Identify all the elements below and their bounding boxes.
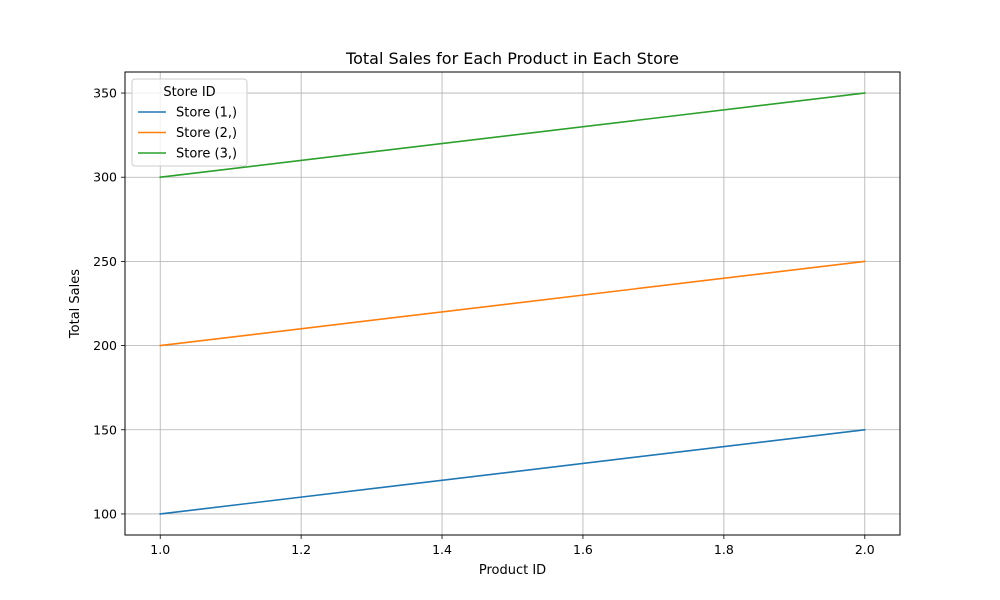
y-tick-label: 300 <box>93 170 117 185</box>
x-tick-label: 1.6 <box>573 542 593 557</box>
x-tick-label: 2.0 <box>855 542 875 557</box>
series-lines <box>159 92 866 515</box>
x-tick-label: 1.8 <box>714 542 734 557</box>
grid <box>125 72 900 535</box>
legend: Store ID Store (1,) Store (2,) Store (3,) <box>131 78 248 167</box>
legend-entries: Store (1,) Store (2,) Store (3,) <box>138 106 237 162</box>
y-axis-label: Total Sales <box>68 269 83 339</box>
series-line-3 <box>159 92 866 179</box>
x-tick-label: 1.0 <box>150 542 170 557</box>
y-tick-label: 250 <box>93 254 117 269</box>
legend-label-1: Store (1,) <box>176 106 237 121</box>
chart-title: Total Sales for Each Product in Each Sto… <box>345 49 679 68</box>
legend-box <box>131 78 248 167</box>
y-tick-label: 200 <box>93 338 117 353</box>
plot-area-frame <box>124 71 901 536</box>
legend-label-2: Store (2,) <box>176 126 237 141</box>
x-tick-label: 1.4 <box>432 542 452 557</box>
series-line-1 <box>159 428 866 515</box>
series-line-2 <box>159 260 866 347</box>
legend-title: Store ID <box>163 85 215 100</box>
axis-ticks: 1.0 1.2 1.4 1.6 1.8 2.0 100 150 200 250 300 350 <box>93 86 875 557</box>
y-tick-label: 100 <box>93 506 117 521</box>
x-axis-label: Product ID <box>479 563 546 578</box>
x-tick-label: 1.2 <box>291 542 311 557</box>
y-tick-label: 350 <box>93 86 117 101</box>
legend-label-3: Store (3,) <box>176 147 237 162</box>
y-tick-label: 150 <box>93 422 117 437</box>
